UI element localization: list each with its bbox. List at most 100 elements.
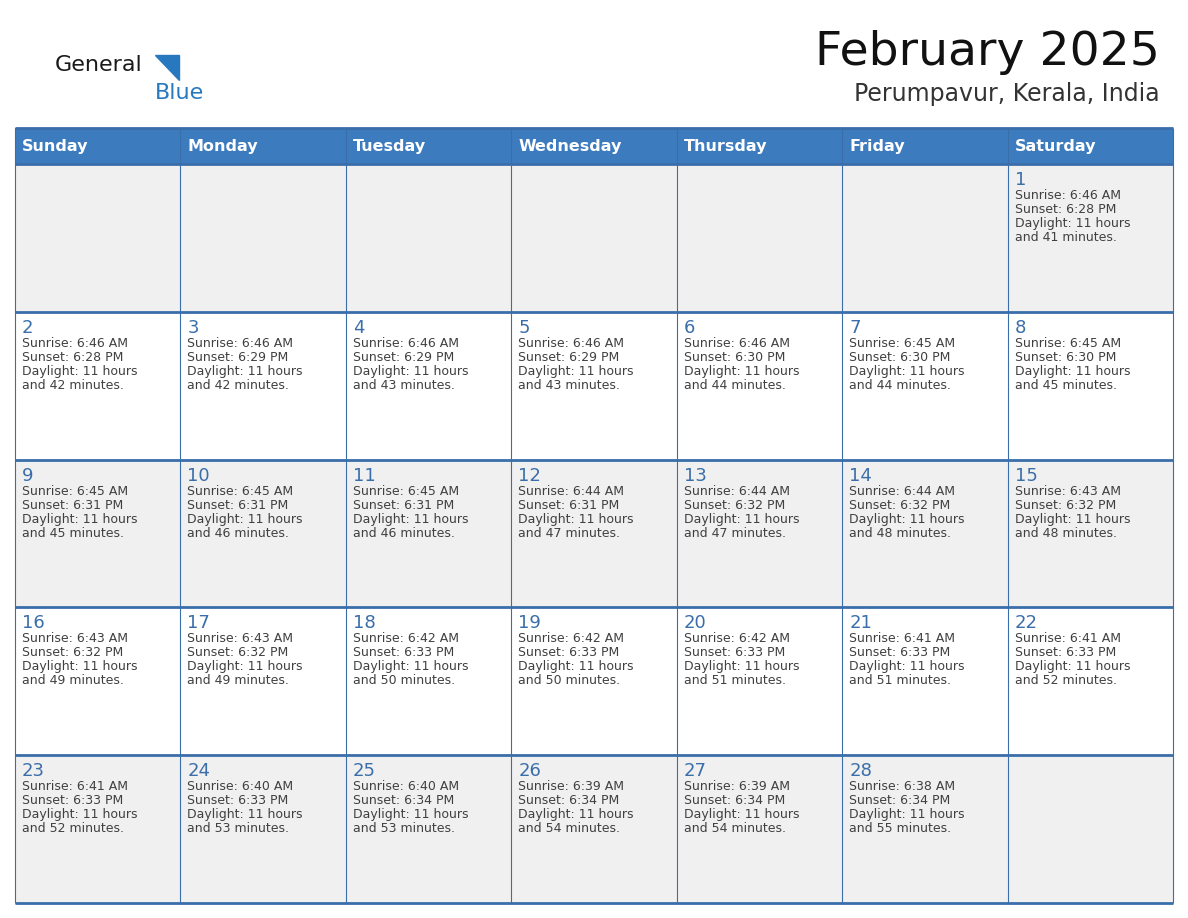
Text: 1: 1 xyxy=(1015,171,1026,189)
Text: Sunset: 6:33 PM: Sunset: 6:33 PM xyxy=(1015,646,1116,659)
Text: Sunrise: 6:46 AM: Sunrise: 6:46 AM xyxy=(1015,189,1120,202)
Text: and 53 minutes.: and 53 minutes. xyxy=(353,823,455,835)
Text: Sunrise: 6:43 AM: Sunrise: 6:43 AM xyxy=(1015,485,1120,498)
Text: 24: 24 xyxy=(188,762,210,780)
Bar xyxy=(1007,164,1173,312)
Bar xyxy=(677,164,842,312)
Bar xyxy=(181,756,346,903)
Bar xyxy=(15,128,181,164)
Text: and 47 minutes.: and 47 minutes. xyxy=(518,527,620,540)
Bar xyxy=(15,164,181,312)
Text: Sunset: 6:30 PM: Sunset: 6:30 PM xyxy=(684,351,785,364)
Text: Sunrise: 6:40 AM: Sunrise: 6:40 AM xyxy=(353,780,459,793)
Text: and 53 minutes.: and 53 minutes. xyxy=(188,823,290,835)
Text: Daylight: 11 hours: Daylight: 11 hours xyxy=(849,364,965,378)
Text: 14: 14 xyxy=(849,466,872,485)
Text: and 48 minutes.: and 48 minutes. xyxy=(849,527,952,540)
Text: Blue: Blue xyxy=(154,83,204,103)
Bar xyxy=(842,312,1007,460)
Text: Sunset: 6:33 PM: Sunset: 6:33 PM xyxy=(23,794,124,807)
Bar xyxy=(181,460,346,608)
Bar xyxy=(346,164,511,312)
Text: 3: 3 xyxy=(188,319,198,337)
Bar xyxy=(511,608,677,756)
Text: 27: 27 xyxy=(684,762,707,780)
Text: and 43 minutes.: and 43 minutes. xyxy=(353,379,455,392)
Text: and 45 minutes.: and 45 minutes. xyxy=(23,527,124,540)
Text: Daylight: 11 hours: Daylight: 11 hours xyxy=(849,512,965,526)
Text: 22: 22 xyxy=(1015,614,1037,633)
Bar xyxy=(1007,460,1173,608)
Bar xyxy=(1007,128,1173,164)
Text: 5: 5 xyxy=(518,319,530,337)
Text: Sunrise: 6:42 AM: Sunrise: 6:42 AM xyxy=(353,633,459,645)
Text: Sunrise: 6:46 AM: Sunrise: 6:46 AM xyxy=(518,337,624,350)
Text: Friday: Friday xyxy=(849,140,905,154)
Text: Daylight: 11 hours: Daylight: 11 hours xyxy=(684,364,800,378)
Bar xyxy=(677,312,842,460)
Bar xyxy=(677,756,842,903)
Text: Daylight: 11 hours: Daylight: 11 hours xyxy=(23,512,138,526)
Text: Sunset: 6:32 PM: Sunset: 6:32 PM xyxy=(1015,498,1116,511)
Text: and 54 minutes.: and 54 minutes. xyxy=(518,823,620,835)
Text: Sunset: 6:32 PM: Sunset: 6:32 PM xyxy=(849,498,950,511)
Text: Daylight: 11 hours: Daylight: 11 hours xyxy=(518,660,633,674)
Text: Saturday: Saturday xyxy=(1015,140,1097,154)
Text: Sunset: 6:33 PM: Sunset: 6:33 PM xyxy=(684,646,785,659)
Text: Sunset: 6:34 PM: Sunset: 6:34 PM xyxy=(849,794,950,807)
Text: and 42 minutes.: and 42 minutes. xyxy=(23,379,124,392)
Text: 21: 21 xyxy=(849,614,872,633)
Text: Sunrise: 6:43 AM: Sunrise: 6:43 AM xyxy=(23,633,128,645)
Text: Daylight: 11 hours: Daylight: 11 hours xyxy=(188,364,303,378)
Bar xyxy=(511,164,677,312)
Text: Sunset: 6:29 PM: Sunset: 6:29 PM xyxy=(353,351,454,364)
Text: Sunrise: 6:45 AM: Sunrise: 6:45 AM xyxy=(23,485,128,498)
Text: 9: 9 xyxy=(23,466,33,485)
Text: Sunset: 6:31 PM: Sunset: 6:31 PM xyxy=(188,498,289,511)
Text: Sunset: 6:28 PM: Sunset: 6:28 PM xyxy=(1015,203,1116,216)
Bar xyxy=(677,128,842,164)
Text: Sunset: 6:32 PM: Sunset: 6:32 PM xyxy=(188,646,289,659)
Text: Daylight: 11 hours: Daylight: 11 hours xyxy=(353,512,468,526)
Text: and 51 minutes.: and 51 minutes. xyxy=(849,675,952,688)
Text: Sunrise: 6:39 AM: Sunrise: 6:39 AM xyxy=(684,780,790,793)
Text: Sunset: 6:31 PM: Sunset: 6:31 PM xyxy=(23,498,124,511)
Bar xyxy=(15,312,181,460)
Text: Sunrise: 6:42 AM: Sunrise: 6:42 AM xyxy=(518,633,624,645)
Text: and 44 minutes.: and 44 minutes. xyxy=(849,379,952,392)
Text: and 54 minutes.: and 54 minutes. xyxy=(684,823,785,835)
Bar xyxy=(511,460,677,608)
Bar xyxy=(1007,312,1173,460)
Text: Tuesday: Tuesday xyxy=(353,140,426,154)
Text: Daylight: 11 hours: Daylight: 11 hours xyxy=(23,364,138,378)
Bar xyxy=(1007,608,1173,756)
Text: Daylight: 11 hours: Daylight: 11 hours xyxy=(23,808,138,822)
Bar xyxy=(181,608,346,756)
Text: and 46 minutes.: and 46 minutes. xyxy=(188,527,290,540)
Text: Sunset: 6:32 PM: Sunset: 6:32 PM xyxy=(684,498,785,511)
Text: Daylight: 11 hours: Daylight: 11 hours xyxy=(23,660,138,674)
Text: 17: 17 xyxy=(188,614,210,633)
Text: 10: 10 xyxy=(188,466,210,485)
Text: Sunset: 6:33 PM: Sunset: 6:33 PM xyxy=(518,646,619,659)
Polygon shape xyxy=(154,55,179,80)
Text: Sunset: 6:33 PM: Sunset: 6:33 PM xyxy=(353,646,454,659)
Bar xyxy=(181,128,346,164)
Text: February 2025: February 2025 xyxy=(815,30,1159,75)
Text: Daylight: 11 hours: Daylight: 11 hours xyxy=(353,660,468,674)
Text: Daylight: 11 hours: Daylight: 11 hours xyxy=(1015,660,1130,674)
Text: and 52 minutes.: and 52 minutes. xyxy=(1015,675,1117,688)
Text: Sunset: 6:32 PM: Sunset: 6:32 PM xyxy=(23,646,124,659)
Text: Daylight: 11 hours: Daylight: 11 hours xyxy=(1015,512,1130,526)
Text: Sunrise: 6:41 AM: Sunrise: 6:41 AM xyxy=(23,780,128,793)
Bar xyxy=(15,756,181,903)
Text: Daylight: 11 hours: Daylight: 11 hours xyxy=(849,660,965,674)
Text: 4: 4 xyxy=(353,319,365,337)
Text: Sunrise: 6:41 AM: Sunrise: 6:41 AM xyxy=(1015,633,1120,645)
Bar xyxy=(346,128,511,164)
Text: Sunrise: 6:38 AM: Sunrise: 6:38 AM xyxy=(849,780,955,793)
Text: Wednesday: Wednesday xyxy=(518,140,621,154)
Text: Sunrise: 6:44 AM: Sunrise: 6:44 AM xyxy=(684,485,790,498)
Text: Sunrise: 6:45 AM: Sunrise: 6:45 AM xyxy=(188,485,293,498)
Text: 19: 19 xyxy=(518,614,542,633)
